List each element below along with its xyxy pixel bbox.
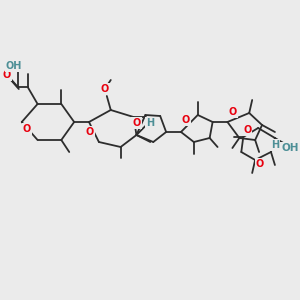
Text: O: O	[22, 124, 31, 134]
Text: O: O	[132, 118, 141, 128]
Text: O: O	[101, 84, 109, 94]
Text: O: O	[182, 115, 190, 125]
Text: O: O	[3, 70, 11, 80]
Text: O: O	[86, 127, 94, 137]
Text: O: O	[243, 125, 251, 135]
Text: O: O	[228, 107, 236, 117]
Text: O: O	[256, 159, 264, 169]
Text: OH: OH	[281, 143, 298, 153]
Text: H: H	[271, 140, 279, 150]
Text: OH: OH	[6, 61, 22, 71]
Text: H: H	[146, 118, 154, 128]
